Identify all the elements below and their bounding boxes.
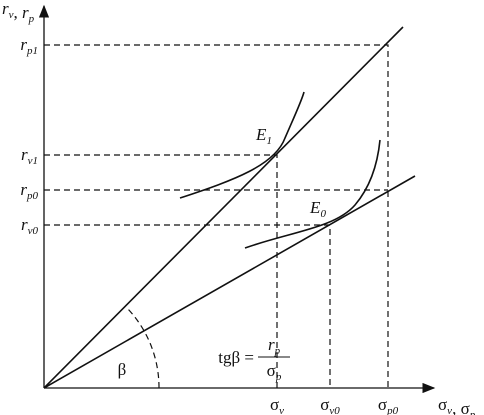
- symbol: r: [20, 35, 27, 54]
- subscript: p: [274, 345, 281, 357]
- separator: ,: [14, 3, 23, 22]
- formula-numerator: rp: [268, 335, 281, 357]
- subscript: p0: [386, 405, 399, 415]
- y-tick-label: rv0: [21, 215, 39, 237]
- subscript: v1: [28, 155, 38, 167]
- symbol: r: [2, 0, 9, 18]
- guide-p1: [44, 44, 389, 388]
- point-label: E1: [255, 125, 272, 147]
- subscript: v: [447, 405, 452, 415]
- symbol: σ: [270, 395, 279, 414]
- subscript: v: [9, 9, 14, 21]
- subscript: v0: [28, 225, 39, 237]
- symbol: r: [22, 3, 29, 22]
- separator: ,: [452, 399, 461, 415]
- subscript: p: [469, 409, 476, 415]
- subscript: p: [275, 371, 282, 383]
- subscript: v0: [329, 405, 340, 415]
- symbol: E: [309, 198, 321, 217]
- x-tick-label: σv0: [320, 395, 340, 415]
- guide-v0: [44, 224, 331, 388]
- shallow-line: [43, 175, 416, 389]
- symbol: σ: [438, 395, 447, 414]
- x-tick-label: σv: [270, 395, 284, 415]
- subscript: 0: [320, 208, 326, 220]
- formula-lhs: tgβ =: [218, 348, 254, 367]
- y-tick-label: rp0: [20, 180, 38, 202]
- x-tick-label: σp0: [378, 395, 399, 415]
- x-axis-label: σv, σp: [438, 395, 476, 415]
- y-tick-label: rp1: [20, 35, 38, 57]
- subscript: p1: [26, 45, 38, 57]
- guide-v1: [44, 154, 278, 388]
- symbol: σ: [267, 361, 276, 380]
- symbol: σ: [378, 395, 387, 414]
- curve-e0: [244, 139, 381, 249]
- symbol: r: [21, 145, 28, 164]
- point-label: E0: [309, 198, 326, 220]
- formula-denominator: σp: [267, 361, 282, 383]
- y-tick-label: rv1: [21, 145, 38, 167]
- steep-line: [43, 26, 404, 389]
- symbol: r: [21, 215, 28, 234]
- symbol: r: [268, 335, 275, 354]
- angle-arc: [126, 307, 160, 389]
- symbol: σ: [461, 399, 470, 415]
- symbol: σ: [320, 395, 329, 414]
- curve-e1: [179, 91, 305, 199]
- symbol: r: [20, 180, 27, 199]
- subscript: p: [28, 13, 35, 25]
- symbol: E: [255, 125, 267, 144]
- y-axis-label: rv, rp: [2, 0, 35, 25]
- angle-label: β: [118, 360, 127, 379]
- subscript: 1: [266, 135, 272, 147]
- subscript: p0: [26, 190, 39, 202]
- subscript: v: [279, 405, 284, 415]
